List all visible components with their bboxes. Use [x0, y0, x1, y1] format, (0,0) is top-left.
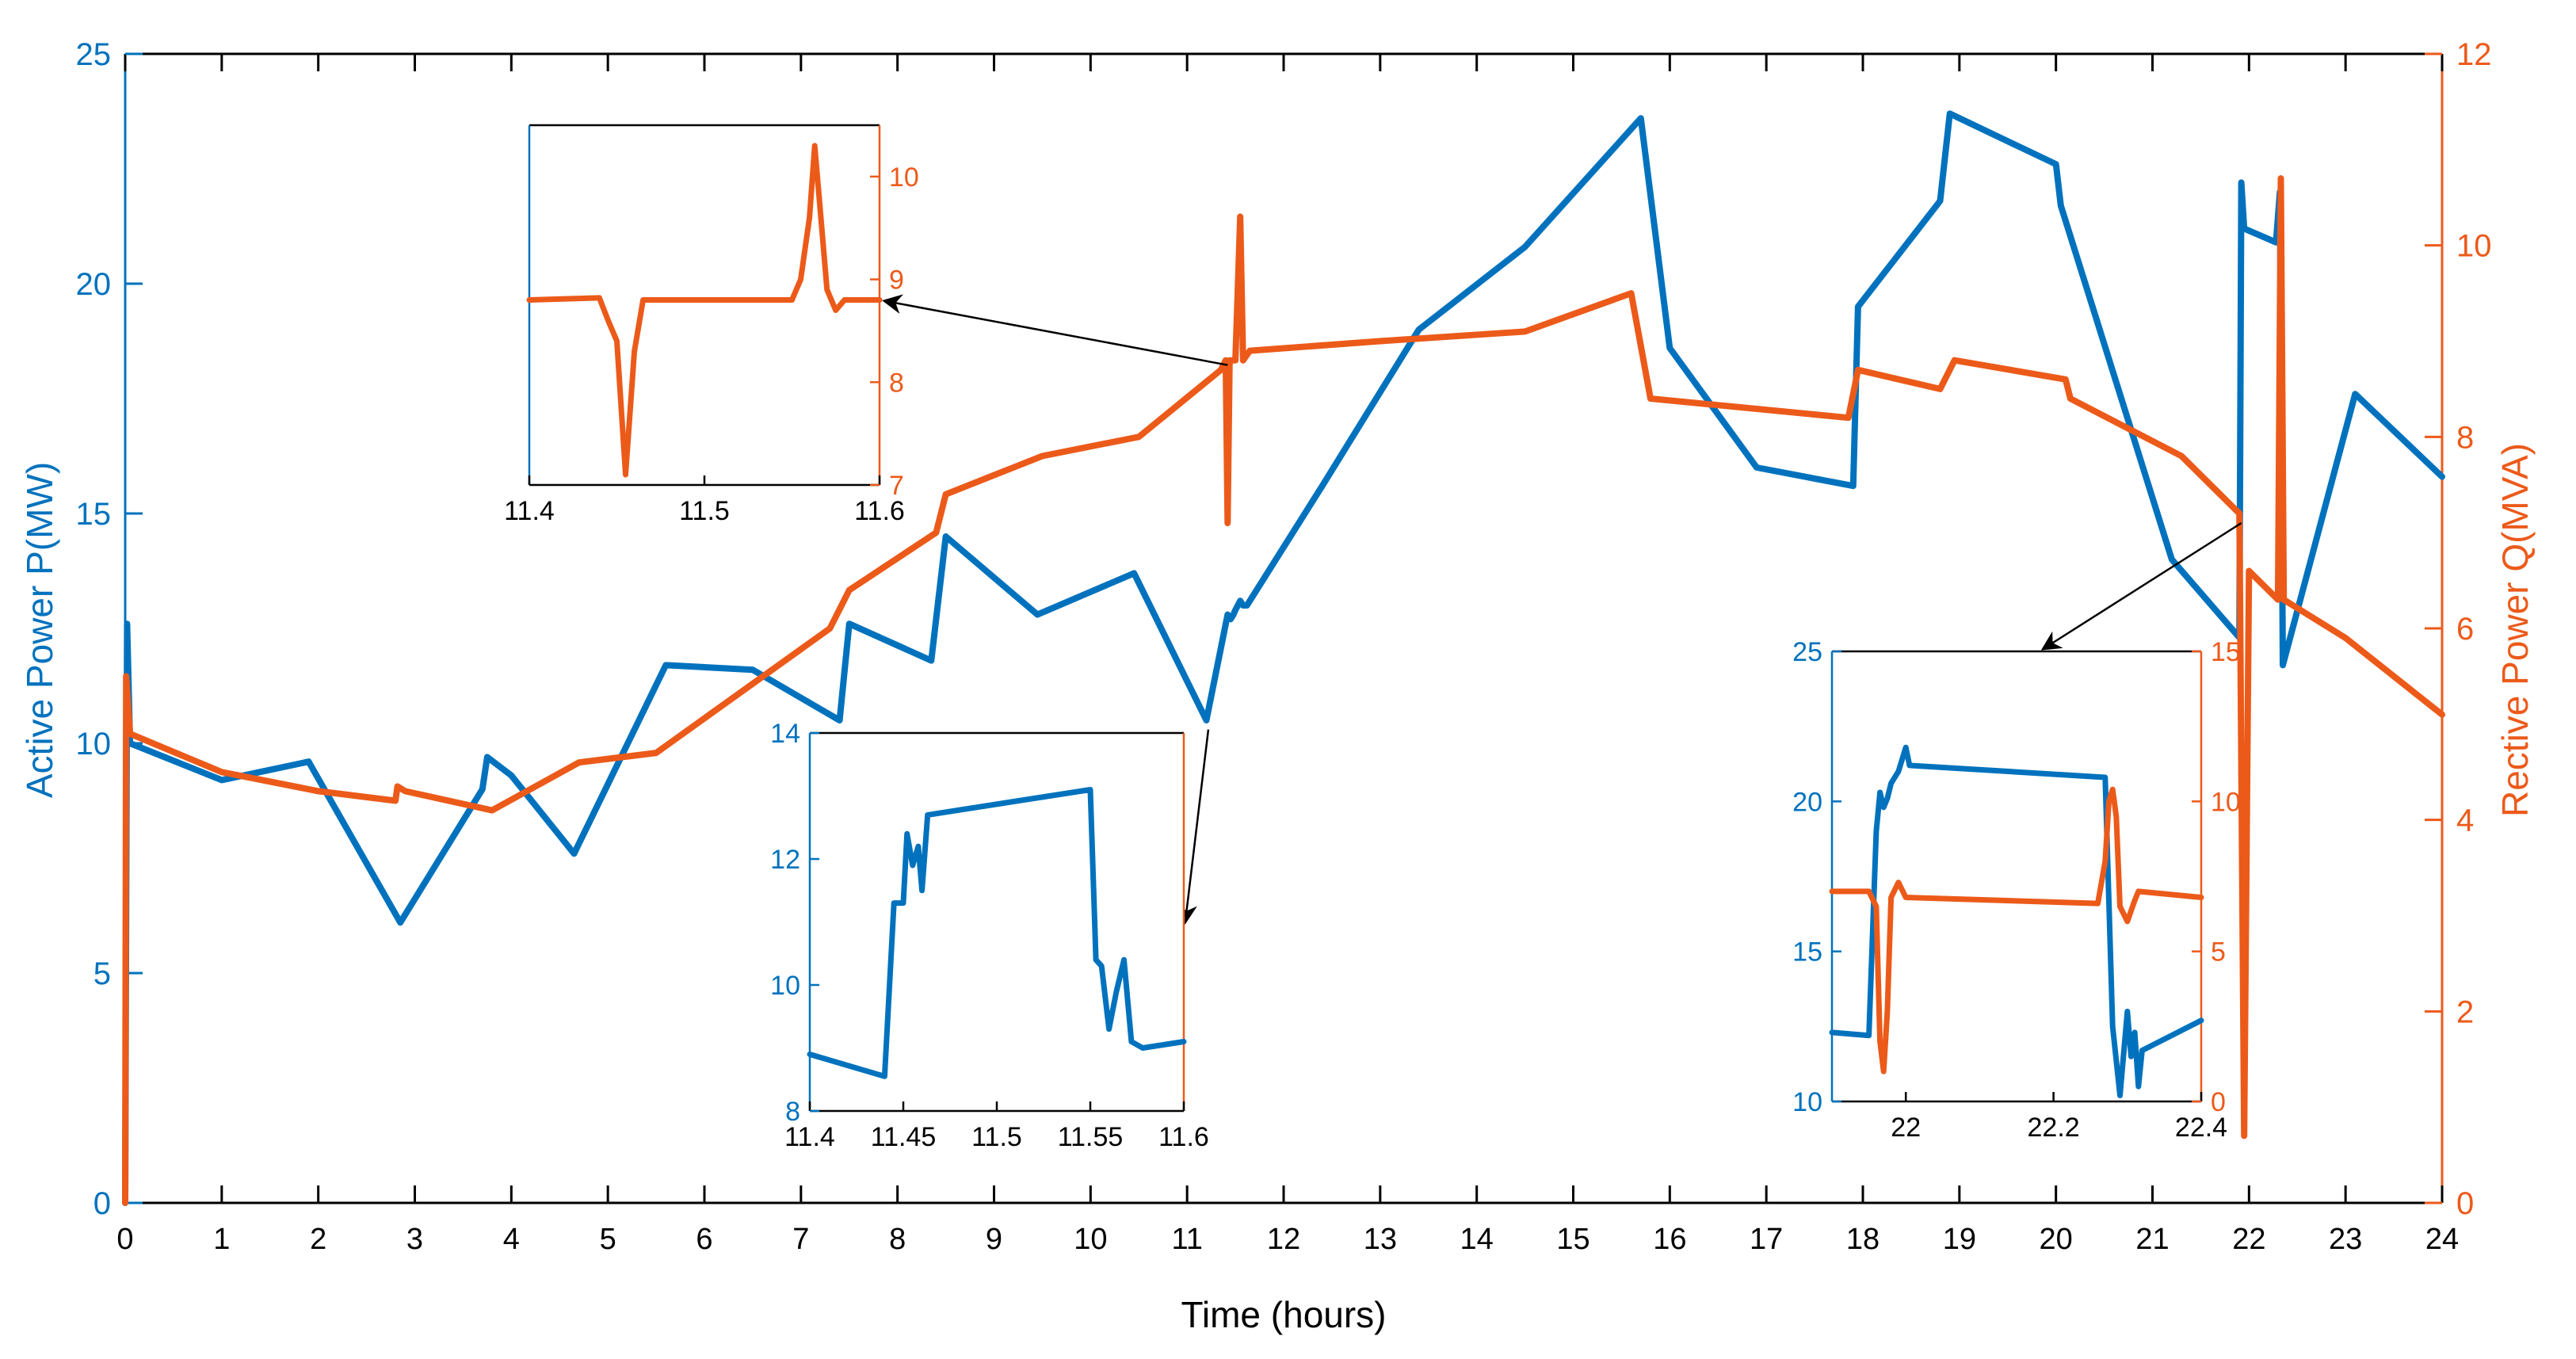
x-tick-label: 4 [503, 1223, 520, 1256]
x-axis-title: Time (hours) [1181, 1294, 1387, 1335]
inset-y-right-tick-label: 15 [2211, 637, 2241, 667]
x-tick-label: 12 [1267, 1223, 1300, 1256]
series-reactive-power-line [122, 175, 2445, 1206]
main-series [122, 110, 2445, 1206]
inset-y-right-tick-label: 5 [2211, 937, 2226, 968]
x-tick-label: 11 [1171, 1223, 1202, 1256]
inset-series-reactive-power-line [526, 143, 883, 478]
x-tick-label: 8 [889, 1223, 906, 1256]
inset-x-tick-label: 11.4 [784, 1122, 835, 1152]
inset-y-right-tick-label: 10 [2211, 787, 2241, 817]
x-tick-label: 2 [310, 1223, 326, 1256]
inset-y-right-tick-label: 7 [889, 471, 904, 501]
y-right-tick-label: 4 [2456, 804, 2474, 838]
x-tick-label: 1 [213, 1223, 230, 1256]
x-tick-label: 24 [2425, 1223, 2459, 1256]
inset-x-tick-label: 11.45 [871, 1122, 937, 1152]
y-right-tick-label: 8 [2456, 420, 2474, 455]
zoom-arrow [2040, 522, 2242, 651]
inset-background [529, 125, 880, 485]
x-tick-label: 14 [1460, 1223, 1494, 1256]
inset-x-tick-label: 11.5 [971, 1122, 1022, 1152]
y-left-tick-label: 5 [93, 956, 111, 991]
inset-x-tick-label: 11.55 [1058, 1122, 1124, 1152]
x-tick-label: 17 [1750, 1223, 1783, 1256]
inset-y-left-tick-label: 10 [770, 971, 800, 1001]
inset-y-left-tick-label: 14 [770, 719, 800, 749]
x-tick-label: 22 [2232, 1223, 2265, 1256]
inset-y-left-tick-label: 12 [770, 845, 800, 875]
inset-series-active-power-line [807, 787, 1187, 1079]
x-tick-label: 7 [792, 1223, 809, 1256]
y-right-tick-label: 2 [2456, 994, 2474, 1029]
inset-x-tick-label: 11.4 [504, 496, 555, 526]
zoom-arrow [882, 294, 1228, 366]
x-tick-label: 23 [2329, 1223, 2362, 1256]
inset-y-right-tick-label: 0 [2211, 1087, 2226, 1117]
inset-reactive-11h: 11.4 11.5 11.67 8 9 10 [504, 124, 919, 526]
x-tick-label: 0 [116, 1223, 133, 1256]
y-right-tick-label: 10 [2456, 229, 2492, 264]
x-tick-label: 15 [1556, 1223, 1589, 1256]
inset-background [810, 733, 1184, 1111]
inset-y-right-tick-label: 8 [889, 368, 904, 398]
x-tick-label: 20 [2040, 1223, 2073, 1256]
inset-active-11h: 11.4 11.45 11.5 11.55 11.6 8 10 12 14 [770, 719, 1209, 1152]
y-left-tick-label: 0 [93, 1186, 111, 1221]
y-axis-right-title: Rective Power Q(MVA) [2494, 443, 2536, 817]
inset-y-right-tick-label: 10 [889, 162, 919, 193]
inset-x-tick-label: 22.2 [2028, 1113, 2080, 1143]
inset-dual-22h: 22 22.2 22.4 10 15 20 25 0 5 10 15 [1792, 637, 2241, 1143]
y-axis-left-title: Active Power P(MW) [19, 462, 60, 798]
inset-series-active-power-line [1829, 744, 2204, 1098]
y-right-tick-label: 0 [2456, 1186, 2474, 1221]
zoom-arrow [1177, 729, 1210, 925]
y-left-tick-label: 10 [76, 727, 112, 762]
x-tick-label: 5 [600, 1223, 616, 1256]
inset-x-tick-label: 11.6 [854, 496, 905, 526]
inset-x-tick-label: 11.5 [679, 496, 730, 526]
x-tick-label: 16 [1653, 1223, 1686, 1256]
inset-x-tick-label: 22 [1891, 1113, 1921, 1143]
series-active-power-line [122, 110, 2445, 1206]
y-left-tick-label: 20 [76, 267, 112, 302]
x-tick-label: 10 [1074, 1223, 1107, 1256]
inset-y-left-tick-label: 10 [1792, 1087, 1822, 1117]
y-right-tick-label: 6 [2456, 612, 2474, 647]
y-left-tick-label: 15 [76, 497, 112, 532]
x-tick-label: 6 [696, 1223, 712, 1256]
inset-y-left-tick-label: 25 [1792, 637, 1822, 667]
inset-background [1832, 651, 2201, 1101]
x-tick-label: 19 [1943, 1223, 1976, 1256]
inset-y-left-tick-label: 8 [785, 1097, 800, 1127]
x-tick-label: 13 [1364, 1223, 1397, 1256]
inset-series-reactive-power-line [1829, 786, 2204, 1075]
y-left-tick-label: 25 [76, 37, 112, 72]
y-right-tick-label: 12 [2456, 37, 2492, 72]
x-tick-label: 18 [1846, 1223, 1880, 1256]
inset-y-left-tick-label: 15 [1792, 937, 1822, 968]
zoom-arrows [882, 294, 2242, 925]
main-axes: 0 1 2 3 4 5 6 7 8 9 10 11 12 13 14 15 16 17 18 19 20 21 22 23 24… [76, 37, 2492, 1256]
x-tick-label: 9 [986, 1223, 1002, 1256]
x-tick-label: 3 [406, 1223, 423, 1256]
inset-x-tick-label: 11.6 [1158, 1122, 1209, 1152]
inset-y-left-tick-label: 20 [1792, 787, 1822, 817]
x-tick-label: 21 [2135, 1223, 2169, 1256]
inset-y-right-tick-label: 9 [889, 265, 904, 296]
inset-x-tick-label: 22.4 [2175, 1113, 2227, 1143]
